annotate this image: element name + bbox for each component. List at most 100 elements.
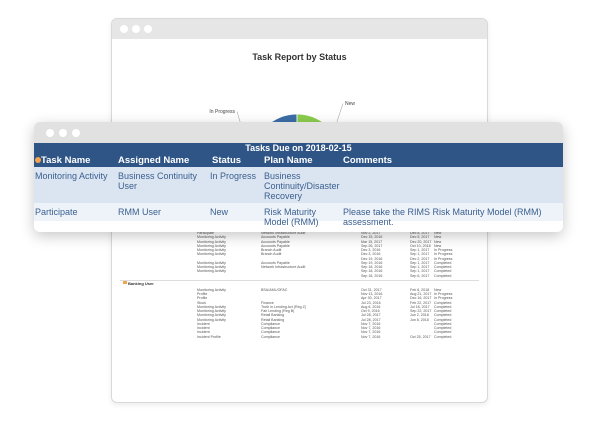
table-cell: Monitoring Activity (197, 317, 226, 322)
window-dot-1[interactable] (46, 129, 54, 137)
table-cell: Oct 9, 2016 (361, 309, 380, 313)
table-row[interactable]: Participate RMM User New Risk Maturity M… (34, 203, 563, 227)
table-cell: New (434, 239, 442, 244)
table-cell: Dec 2, 2017 (410, 256, 430, 261)
table-cell: Sep 18, 2016 (361, 269, 383, 274)
group-folder-icon (123, 281, 127, 285)
pie-label: In Progress (209, 109, 235, 115)
table-cell: In Progress (434, 292, 453, 296)
table-cell: Dec 20, 2017 (410, 239, 432, 244)
table-cell: Jun 8, 2018 (410, 317, 429, 322)
table-row[interactable]: Monitoring Activity Business Continuity … (34, 167, 563, 203)
table-cell: Finance (261, 300, 274, 305)
table-cell: Oct 31, 2017 (361, 287, 382, 292)
col-assigned-name[interactable]: Assigned Name (118, 155, 190, 166)
chart-title: Task Report by Status (252, 52, 347, 62)
table-cell: Jul 28, 2017 (361, 317, 381, 322)
table-cell: Monitoring Activity (197, 248, 226, 252)
table-cell: Monitoring Activity (197, 269, 226, 274)
table-cell: Completed (434, 304, 452, 309)
window-dot-1[interactable] (120, 25, 128, 33)
table-cell: Jun 2, 2018 (410, 313, 429, 318)
task-comments: Please take the RIMS Risk Maturity Model… (343, 207, 542, 227)
table-cell: Monitoring Activity (197, 309, 226, 313)
table-cell: Participate (197, 231, 214, 235)
table-cell: Dec 5, 2017 (410, 235, 430, 240)
table-cell: Incident (197, 326, 210, 330)
table-cell: Completed (434, 334, 452, 339)
col-comments[interactable]: Comments (343, 155, 393, 166)
table-cell: Dec 16, 2017 (410, 296, 432, 301)
table-cell: Compliance (261, 326, 280, 330)
table-cell: Oct 25, 2017 (410, 334, 431, 339)
table-cell: New (434, 231, 442, 235)
col-plan-name[interactable]: Plan Name (264, 155, 313, 166)
table-cell: Sep 1, 2017 (410, 260, 430, 265)
table-cell: Nov 7, 2016 (361, 334, 381, 339)
table-cell: Completed (434, 326, 452, 330)
table-cell: Compliance (261, 334, 280, 339)
table-cell: Network Infrastructure Audit (261, 265, 306, 269)
table-cell: Nov 7, 2016 (361, 321, 381, 326)
window-dot-2[interactable] (132, 25, 140, 33)
sort-dot-icon (35, 157, 41, 163)
table-cell: Incident Profile (197, 334, 221, 339)
table-cell: Dec 15, 2016 (361, 235, 383, 240)
table-cell: Oct 10, 2018 (410, 243, 431, 248)
table-cell: Nov 7, 2016 (361, 330, 381, 335)
table-cell: Completed (434, 317, 452, 322)
plan-name: Business Continuity/Disaster Recovery (264, 171, 340, 201)
table-cell: Network Infrastructure Audit (261, 231, 306, 235)
table-cell: Completed (434, 330, 452, 335)
table-cell: Branch Audit (261, 252, 282, 257)
table-cell: Monitoring Activity (197, 252, 226, 257)
table-cell: Aug 6, 2016 (361, 304, 381, 309)
table-cell: Dec 8, 2017 (410, 231, 430, 235)
table-cell: Mar 15, 2017 (361, 239, 383, 244)
col-status[interactable]: Status (212, 155, 242, 166)
table-cell: Completed (434, 313, 452, 318)
table-cell: Incident (197, 321, 210, 326)
table-cell: Sep 6, 2017 (410, 273, 430, 278)
task-name: Participate (35, 207, 78, 217)
table-cell: Dec 19, 2016 (361, 256, 383, 261)
col-task-name[interactable]: Task Name (41, 155, 91, 166)
table-cell: Accounts Payable (261, 243, 290, 248)
table-cell: BSA/AML/OFAC (261, 287, 288, 292)
group-label: Banking User (128, 280, 154, 286)
table-cell: Accounts Payable (261, 239, 290, 244)
window-dot-2[interactable] (59, 129, 67, 137)
table-cell: Feb 22, 2017 (410, 300, 432, 305)
table-cell: In Progress (434, 248, 453, 252)
table-cell: Accounts Payable (261, 235, 290, 240)
assigned-name: RMM User (118, 207, 161, 217)
table-cell: Dec 3, 2016 (361, 252, 381, 257)
window-dot-3[interactable] (72, 129, 80, 137)
table-cell: Sep 26, 2017 (361, 243, 383, 248)
table-cell: Monitoring Activity (197, 287, 226, 292)
pie-label: New (345, 101, 355, 107)
table-cell: Nov 13, 2016 (361, 292, 383, 296)
table-cell: Sep 18, 2016 (361, 273, 383, 278)
table-cell: Sep 1, 2017 (410, 265, 430, 269)
table-cell: Completed (434, 269, 452, 274)
table-cell: Fair Lending (Reg B) (261, 309, 295, 313)
table-cell: Apr 30, 2017 (361, 296, 382, 301)
table-cell: New (434, 287, 442, 292)
table-cell: Completed (434, 265, 452, 269)
table-cell: Dec 3, 2016 (361, 248, 381, 252)
table-cell: Monitoring Activity (197, 313, 226, 318)
table-cell: Branch Audit (261, 248, 282, 252)
table-cell: Jul 18, 2017 (410, 304, 430, 309)
group-divider (120, 279, 479, 285)
window-dot-3[interactable] (144, 25, 152, 33)
table-cell: New (434, 243, 442, 248)
table-cell: Nov 2, 2017 (361, 231, 381, 235)
table-cell: Monitoring Activity (197, 239, 226, 244)
table-cell: Completed (434, 260, 452, 265)
tasks-due-header: Tasks Due on 2018-02-15 (34, 143, 563, 154)
task-status: New (210, 207, 229, 217)
table-cell: Monitoring Activity (197, 260, 226, 265)
tasks-due-column-headers: Task Name Assigned Name Status Plan Name… (34, 154, 563, 167)
table-cell: Monitoring Activity (197, 243, 226, 248)
